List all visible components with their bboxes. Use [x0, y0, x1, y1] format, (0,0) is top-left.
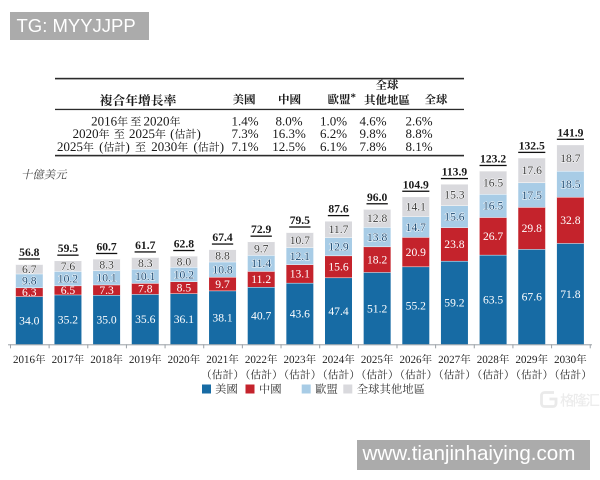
svg-text:59.5: 59.5	[58, 242, 78, 255]
svg-text:15.6: 15.6	[444, 210, 464, 223]
svg-text:16.3%: 16.3%	[272, 126, 306, 141]
svg-text:35.2: 35.2	[58, 314, 78, 327]
svg-text:67.6: 67.6	[522, 291, 542, 304]
svg-text:47.4: 47.4	[328, 305, 348, 318]
svg-text:61.7: 61.7	[135, 239, 155, 252]
svg-text:8.1%: 8.1%	[405, 139, 432, 154]
svg-text:7.6: 7.6	[61, 260, 76, 273]
svg-text:10.7: 10.7	[290, 234, 310, 247]
svg-text:14.1: 14.1	[406, 201, 426, 214]
svg-text:12.1: 12.1	[290, 250, 310, 263]
svg-text:59.2: 59.2	[444, 297, 464, 310]
svg-text:17.6: 17.6	[522, 164, 542, 177]
svg-text:8.8%: 8.8%	[405, 126, 432, 141]
svg-text:6.5: 6.5	[61, 284, 76, 297]
svg-text:6.3: 6.3	[22, 286, 37, 299]
svg-text:9.7: 9.7	[215, 278, 230, 291]
svg-text:15.3: 15.3	[444, 189, 464, 202]
svg-text:12.8: 12.8	[367, 212, 387, 225]
svg-text:8.3: 8.3	[138, 257, 153, 270]
svg-text:18.5: 18.5	[560, 178, 580, 191]
svg-text:8.5: 8.5	[177, 281, 192, 294]
svg-text:7.8: 7.8	[138, 283, 153, 296]
svg-text:18.7: 18.7	[560, 152, 580, 165]
svg-text:7.3: 7.3	[99, 284, 114, 297]
svg-text:10.1: 10.1	[135, 270, 155, 283]
svg-text:9.8%: 9.8%	[359, 126, 386, 141]
svg-text:34.0: 34.0	[19, 314, 39, 327]
svg-text:96.0: 96.0	[367, 191, 387, 204]
svg-text:26.7: 26.7	[483, 230, 503, 243]
svg-text:11.4: 11.4	[251, 257, 271, 270]
svg-text:71.8: 71.8	[560, 288, 580, 301]
svg-text:14.7: 14.7	[406, 221, 426, 234]
svg-text:7.8%: 7.8%	[359, 139, 386, 154]
svg-text:6.2%: 6.2%	[320, 126, 347, 141]
svg-text:123.2: 123.2	[480, 153, 506, 166]
svg-text:*: *	[351, 92, 357, 104]
svg-text:10.2: 10.2	[58, 272, 78, 285]
svg-text:8.0%: 8.0%	[275, 114, 302, 129]
svg-text:13.8: 13.8	[367, 231, 387, 244]
svg-text:79.5: 79.5	[290, 214, 310, 227]
svg-text:10.8: 10.8	[212, 263, 232, 276]
svg-text:29.8: 29.8	[522, 222, 542, 235]
svg-text:17.5: 17.5	[522, 189, 542, 202]
svg-text:32.8: 32.8	[560, 214, 580, 227]
svg-text:40.7: 40.7	[251, 310, 271, 323]
svg-text:87.6: 87.6	[328, 203, 348, 216]
svg-text:10.1: 10.1	[96, 272, 116, 285]
svg-text:6.1%: 6.1%	[320, 139, 347, 154]
svg-text:36.1: 36.1	[174, 313, 194, 326]
svg-text:62.8: 62.8	[174, 238, 194, 251]
svg-text:104.9: 104.9	[403, 178, 429, 191]
svg-text:23.8: 23.8	[444, 238, 464, 251]
svg-text:51.2: 51.2	[367, 302, 387, 315]
svg-text:60.7: 60.7	[96, 241, 116, 254]
svg-text:132.5: 132.5	[519, 139, 545, 152]
svg-text:9.7: 9.7	[254, 242, 269, 255]
svg-text:1.0%: 1.0%	[320, 114, 347, 129]
svg-text:63.5: 63.5	[483, 294, 503, 307]
svg-text:18.2: 18.2	[367, 253, 387, 266]
svg-text:8.3: 8.3	[99, 259, 114, 272]
svg-text:6.7: 6.7	[22, 263, 37, 276]
svg-text:1.4%: 1.4%	[231, 114, 258, 129]
svg-text:72.9: 72.9	[251, 223, 271, 236]
svg-text:35.6: 35.6	[135, 313, 155, 326]
svg-text:16.5: 16.5	[483, 176, 503, 189]
svg-text:141.9: 141.9	[557, 126, 583, 139]
svg-text:56.8: 56.8	[19, 246, 39, 259]
svg-text:12.9: 12.9	[328, 241, 348, 254]
svg-text:16.5: 16.5	[483, 200, 503, 213]
svg-text:43.6: 43.6	[290, 308, 310, 321]
svg-text:8.0: 8.0	[177, 256, 192, 269]
svg-text:113.9: 113.9	[442, 166, 468, 179]
svg-text:13.1: 13.1	[290, 268, 310, 281]
svg-text:9.8: 9.8	[22, 275, 37, 288]
svg-text:38.1: 38.1	[212, 311, 232, 324]
svg-text:11.7: 11.7	[329, 223, 349, 236]
svg-text:7.1%: 7.1%	[231, 139, 258, 154]
svg-text:8.8: 8.8	[215, 250, 230, 263]
svg-text:55.2: 55.2	[406, 299, 426, 312]
svg-text:67.4: 67.4	[212, 231, 232, 244]
svg-text:35.0: 35.0	[96, 314, 116, 327]
svg-text:10.2: 10.2	[174, 268, 194, 281]
svg-text:20.9: 20.9	[406, 246, 426, 259]
svg-text:11.2: 11.2	[251, 273, 271, 286]
svg-text:2.6%: 2.6%	[405, 114, 432, 129]
svg-text:7.3%: 7.3%	[231, 126, 258, 141]
svg-text:12.5%: 12.5%	[272, 139, 306, 154]
svg-text:15.6: 15.6	[328, 261, 348, 274]
svg-text:4.6%: 4.6%	[359, 114, 386, 129]
